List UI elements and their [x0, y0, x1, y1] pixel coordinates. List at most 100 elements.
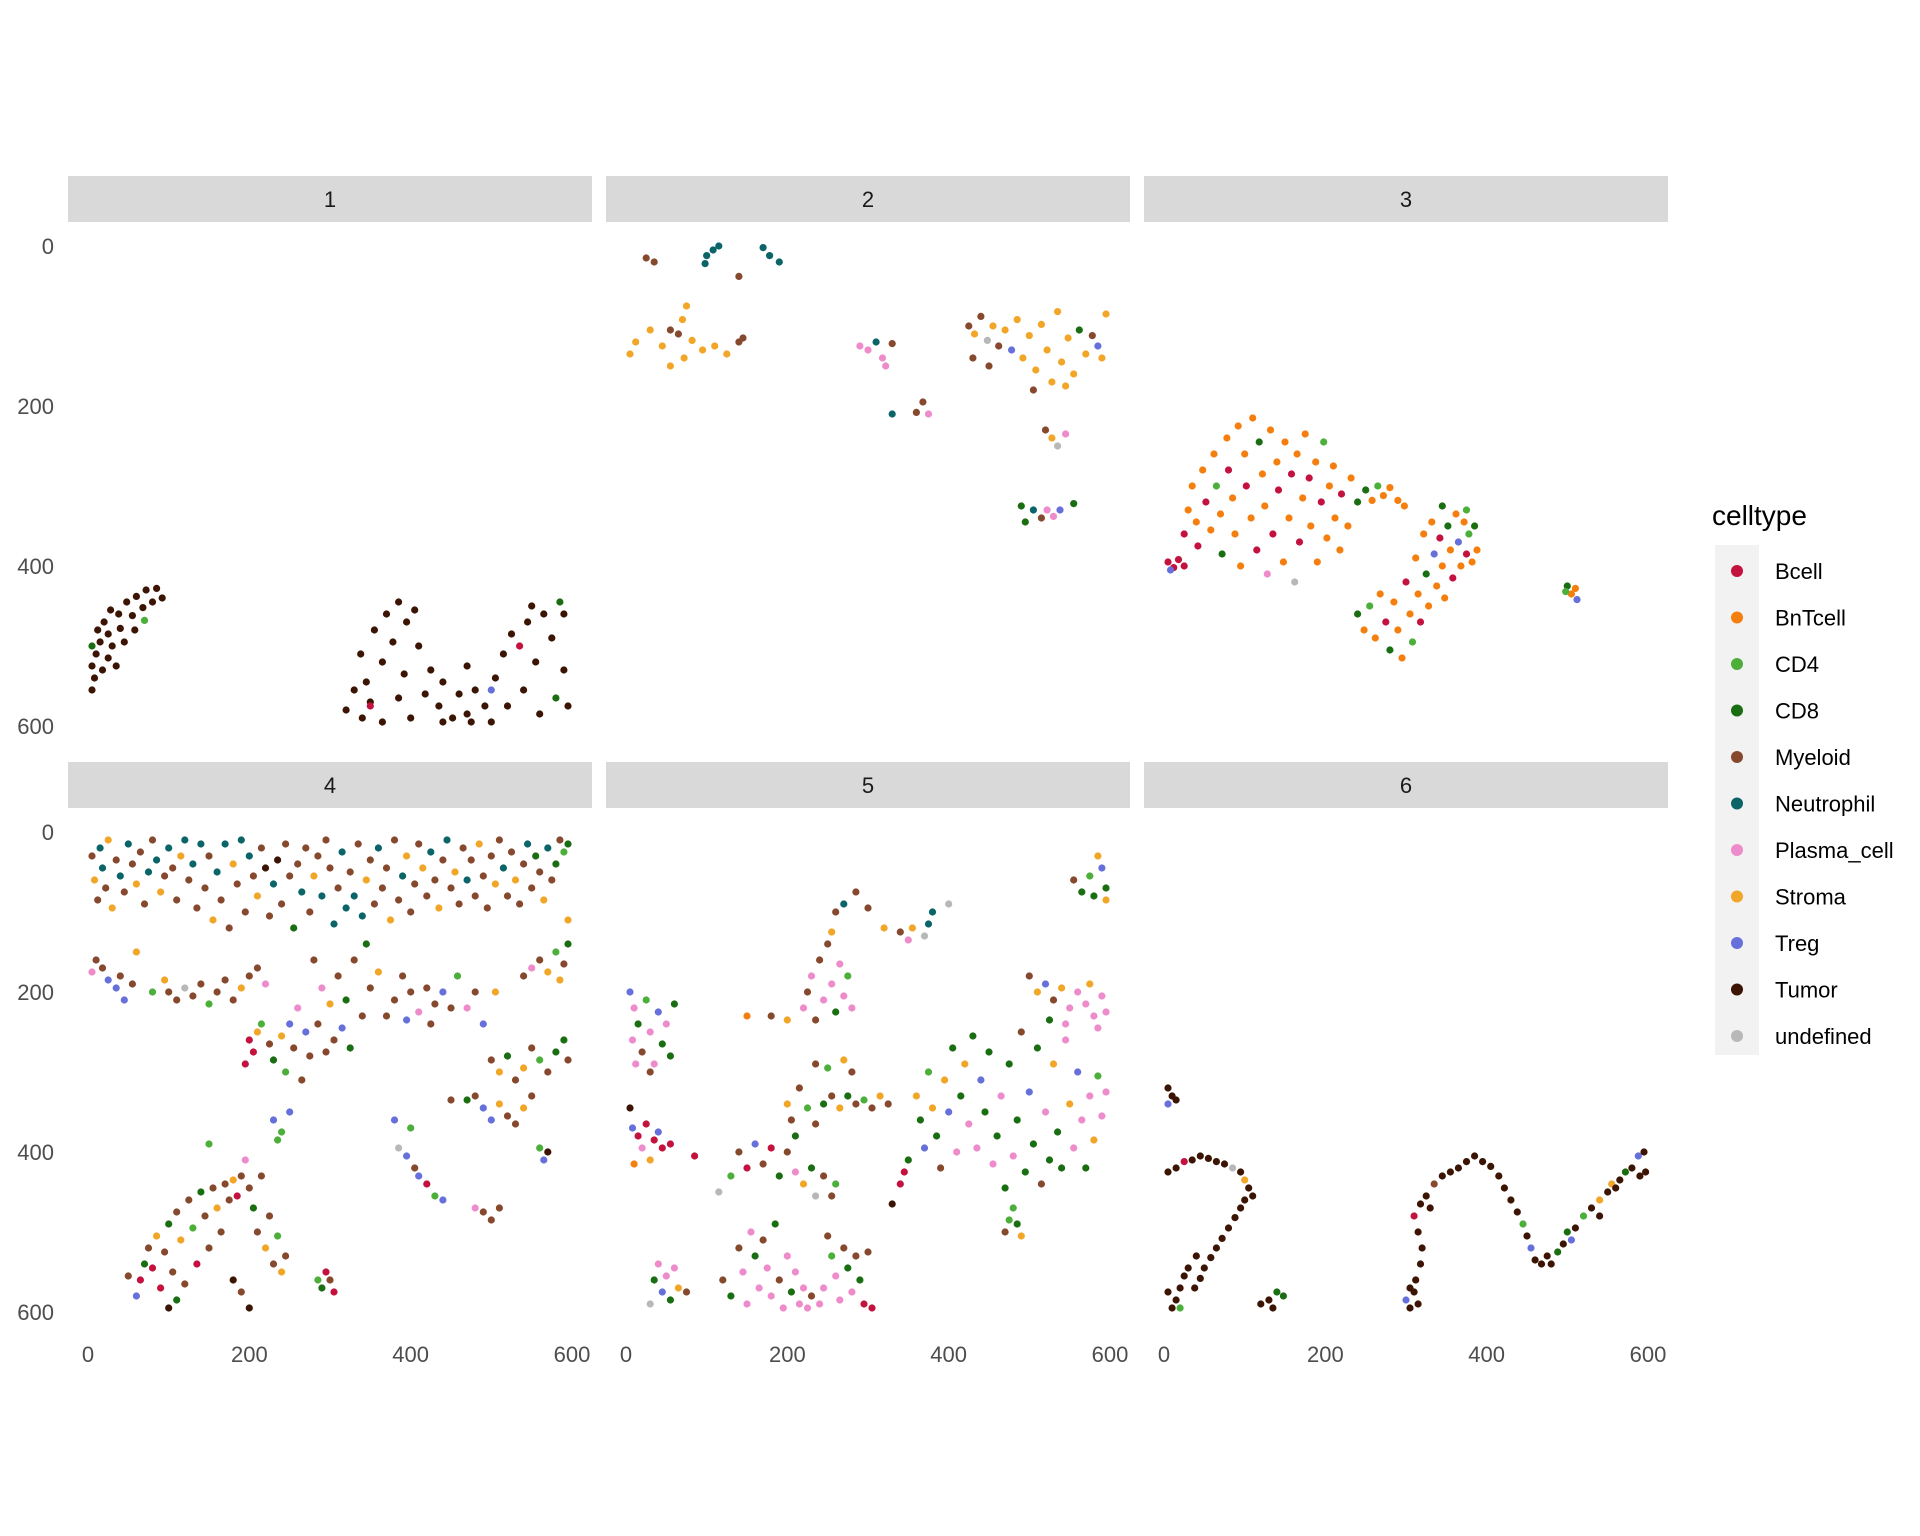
cell-point-stroma	[1082, 350, 1090, 358]
cell-point-undefined	[945, 900, 953, 908]
cell-point-bcell	[1180, 562, 1188, 570]
cell-point-cd8	[1075, 326, 1083, 334]
cell-point-tumor	[1513, 1208, 1521, 1216]
cell-point-cd8	[1354, 610, 1362, 618]
cell-point-cd4	[1465, 530, 1473, 538]
cell-point-myeloid	[479, 1208, 487, 1216]
cell-point-stroma	[1001, 326, 1009, 334]
cell-point-plasma_cell	[828, 980, 836, 988]
cell-point-neutrophil	[463, 876, 471, 884]
cell-point-myeloid	[503, 892, 512, 900]
cell-point-myeloid	[334, 884, 342, 892]
cell-point-undefined	[181, 984, 189, 992]
cell-point-treg	[1166, 566, 1175, 574]
x-tick-label: 0	[82, 1342, 94, 1367]
cell-point-myeloid	[306, 1052, 314, 1060]
cell-point-stroma	[682, 302, 691, 310]
legend-key-tumor	[1731, 983, 1743, 996]
x-tick-label: 400	[930, 1342, 967, 1367]
facet-panel-3: 3	[1144, 176, 1668, 662]
cell-point-neutrophil	[116, 872, 124, 880]
cell-point-stroma	[451, 868, 459, 876]
cell-point-tumor	[1416, 1200, 1425, 1208]
cell-point-stroma	[1048, 378, 1056, 386]
cell-point-cd4	[148, 988, 157, 996]
cell-point-myeloid	[233, 880, 241, 888]
cell-point-neutrophil	[342, 904, 350, 912]
cell-point-stroma	[253, 892, 261, 900]
cell-point-treg	[120, 996, 128, 1004]
cell-point-treg	[112, 984, 120, 992]
cell-point-stroma	[1058, 358, 1066, 366]
cell-point-plasma_cell	[1082, 1000, 1090, 1008]
cell-point-plasma_cell	[799, 1004, 808, 1012]
cell-point-stroma	[511, 876, 520, 884]
cell-point-cd8	[904, 1156, 912, 1164]
cell-point-tumor	[1587, 1204, 1596, 1212]
cell-point-plasma_cell	[832, 1272, 840, 1280]
cell-point-cd8	[791, 1132, 800, 1140]
cell-point-bcell	[1462, 550, 1471, 558]
cell-point-tumor	[1191, 1284, 1199, 1292]
cell-point-myeloid	[128, 860, 136, 868]
cell-point-tumor	[148, 598, 157, 606]
cell-point-cd4	[1086, 872, 1094, 880]
cell-point-cd8	[173, 1296, 181, 1304]
y-tick-label: 600	[17, 714, 54, 739]
cell-point-stroma	[362, 876, 370, 884]
cell-point-stroma	[386, 916, 395, 924]
cell-point-undefined	[395, 1144, 403, 1152]
cell-point-treg	[1094, 342, 1102, 350]
cell-point-cd8	[556, 598, 564, 606]
cell-point-stroma	[491, 880, 499, 888]
cell-point-cd8	[634, 1020, 642, 1028]
cell-point-bntcell	[1390, 598, 1398, 606]
cell-point-myeloid	[217, 896, 225, 904]
cell-point-bntcell	[1452, 510, 1460, 518]
cell-point-treg	[1573, 596, 1581, 604]
cell-point-tumor	[132, 592, 140, 601]
cell-point-bcell	[1242, 482, 1250, 490]
cell-point-tumor	[1406, 1304, 1414, 1312]
cell-point-plasma_cell	[799, 1284, 808, 1292]
y-tick-label: 400	[17, 554, 54, 579]
cell-point-tumor	[1416, 1260, 1425, 1268]
legend-label-neutrophil: Neutrophil	[1775, 792, 1875, 817]
cell-point-tumor	[463, 710, 471, 718]
cell-point-myeloid	[520, 972, 528, 980]
cell-point-cd4	[453, 972, 462, 980]
cell-point-plasma_cell	[1074, 988, 1082, 996]
cell-point-stroma	[646, 326, 654, 334]
cell-point-plasma_cell	[743, 1300, 751, 1308]
cell-point-tumor	[439, 718, 447, 726]
cell-point-tumor	[520, 686, 528, 694]
cell-point-bntcell	[1299, 494, 1307, 502]
x-tick-label: 400	[1468, 1342, 1505, 1367]
cell-point-tumor	[1446, 1168, 1454, 1176]
cell-point-cd8	[503, 1052, 512, 1060]
cell-point-bntcell	[1425, 602, 1433, 610]
cell-point-treg	[390, 1116, 399, 1124]
legend-title: celltype	[1712, 500, 1807, 531]
cell-point-cd4	[727, 1172, 735, 1180]
cell-point-tumor	[528, 602, 536, 610]
cell-point-myeloid	[803, 988, 812, 996]
cell-point-stroma	[688, 336, 696, 344]
cell-point-plasma_cell	[1009, 1152, 1017, 1160]
cell-point-plasma_cell	[1263, 570, 1271, 578]
cell-point-tumor	[435, 702, 443, 710]
cell-point-tumor	[1537, 1260, 1546, 1268]
cell-point-myeloid	[185, 876, 193, 884]
cell-point-tumor	[471, 686, 479, 694]
cell-point-neutrophil	[443, 836, 451, 844]
cell-point-treg	[1567, 1236, 1575, 1244]
cell-point-stroma	[1241, 1176, 1249, 1184]
cell-point-stroma	[836, 1104, 844, 1112]
cell-point-bntcell	[1241, 450, 1249, 458]
cell-point-myeloid	[995, 342, 1003, 350]
cell-point-cd4	[314, 1276, 322, 1284]
cell-point-tumor	[100, 618, 108, 626]
cell-point-myeloid	[221, 976, 229, 984]
cell-point-myeloid	[197, 980, 205, 988]
cell-point-neutrophil	[924, 920, 933, 928]
